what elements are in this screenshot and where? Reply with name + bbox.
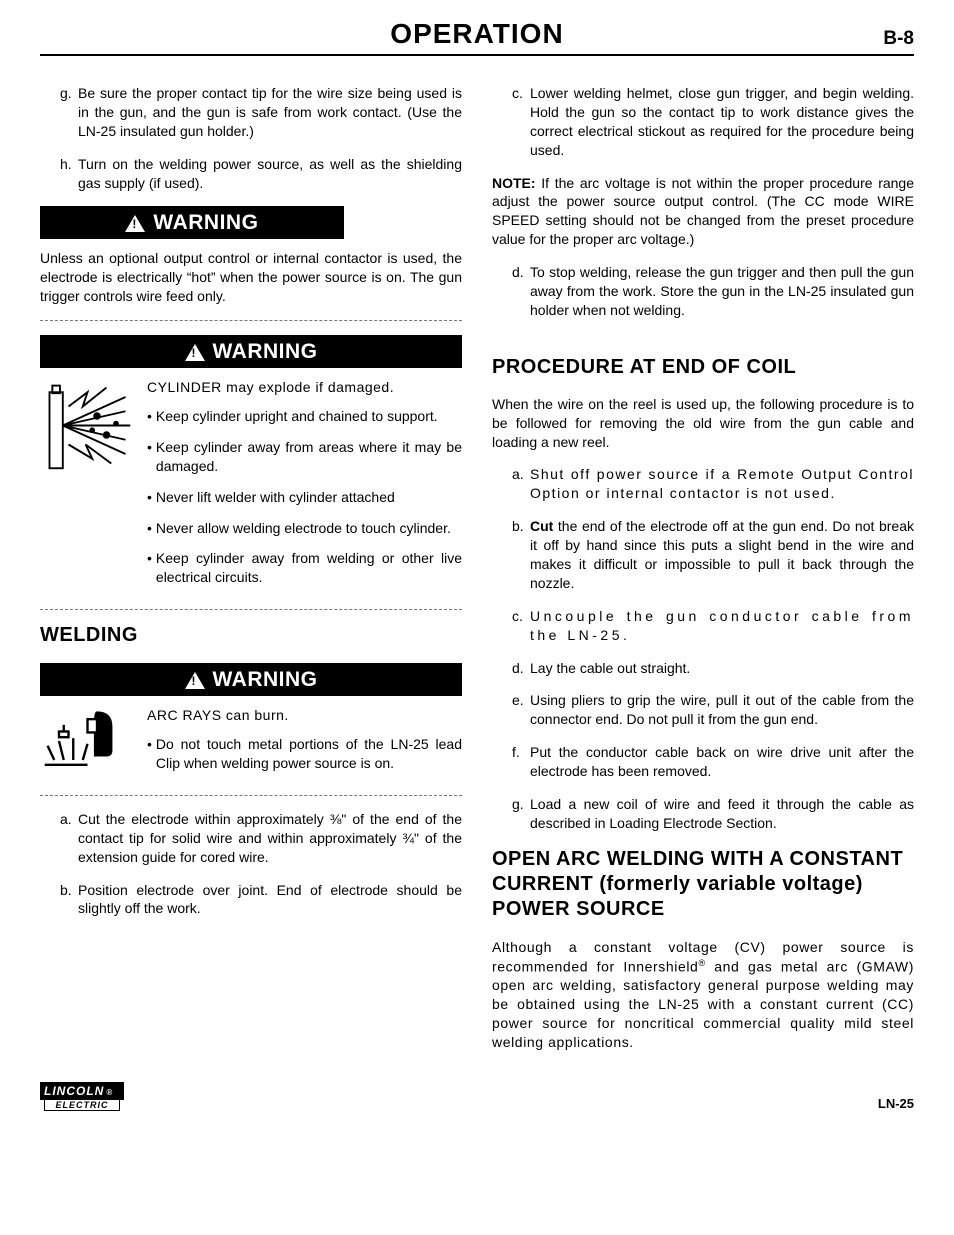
logo-top-text: LINCOLN: [44, 1084, 104, 1098]
list-item: g.Be sure the proper contact tip for the…: [40, 84, 462, 141]
logo-registered: ®: [106, 1088, 113, 1097]
list-item: h.Turn on the welding power source, as w…: [40, 155, 462, 193]
note-lead: NOTE:: [492, 175, 536, 191]
cylinder-bullet: •Never allow welding electrode to touch …: [147, 519, 462, 538]
list-item: b.Cut the end of the electrode off at th…: [492, 517, 914, 593]
item-label: b.: [512, 517, 530, 593]
exploding-cylinder-icon: [40, 378, 135, 473]
item-text: Shut off power source if a Remote Output…: [530, 465, 914, 503]
bullet-text: Keep cylinder away from areas where it m…: [156, 438, 462, 476]
bullet-text: Never lift welder with cylinder attached: [156, 488, 462, 507]
item-label: e.: [512, 691, 530, 729]
item-text: To stop welding, release the gun trigger…: [530, 263, 914, 320]
cylinder-bullet: •Keep cylinder away from welding or othe…: [147, 549, 462, 587]
item-label: a.: [512, 465, 530, 503]
procedure-heading: PROCEDURE AT END OF COIL: [492, 356, 914, 379]
item-text: Using pliers to grip the wire, pull it o…: [530, 691, 914, 729]
list-item: a.Cut the electrode within approximately…: [40, 810, 462, 867]
note-text: If the arc voltage is not within the pro…: [492, 175, 914, 248]
item-label: f.: [512, 743, 530, 781]
divider: [40, 609, 462, 610]
warning1-text: Unless an optional output control or int…: [40, 249, 462, 306]
warning-triangle-icon: [185, 344, 205, 361]
item-text: Load a new coil of wire and feed it thro…: [530, 795, 914, 833]
registered-icon: ®: [698, 958, 705, 968]
right-column: c. Lower welding helmet, close gun trigg…: [492, 84, 914, 1066]
item-text: Lay the cable out straight.: [530, 659, 914, 678]
bullet-text: Never allow welding electrode to touch c…: [156, 519, 462, 538]
warning-label: WARNING: [213, 668, 318, 692]
item-text: Lower welding helmet, close gun trigger,…: [530, 84, 914, 160]
procedure-intro: When the wire on the reel is used up, th…: [492, 395, 914, 452]
list-item: b.Position electrode over joint. End of …: [40, 881, 462, 919]
cylinder-warning-block: CYLINDER may explode if damaged. •Keep c…: [40, 378, 462, 599]
warning-label: WARNING: [213, 340, 318, 364]
item-text: Cut the end of the electrode off at the …: [530, 517, 914, 593]
arc-rays-icon: [40, 706, 135, 776]
warning-banner-3: WARNING: [40, 663, 462, 696]
openarc-heading: OPEN ARC WELDING WITH A CONSTANT CURRENT…: [492, 847, 914, 922]
cylinder-bullet: •Keep cylinder upright and chained to su…: [147, 407, 462, 426]
item-text: Uncouple the gun conductor cable from th…: [530, 607, 914, 645]
left-column: g.Be sure the proper contact tip for the…: [40, 84, 462, 1066]
list-item: a.Shut off power source if a Remote Outp…: [492, 465, 914, 503]
item-text: Cut the electrode within approximately ⅜…: [78, 810, 462, 867]
list-item: d. To stop welding, release the gun trig…: [492, 263, 914, 320]
divider: [40, 795, 462, 796]
cylinder-bullet: •Keep cylinder away from areas where it …: [147, 438, 462, 476]
item-label: h.: [60, 155, 78, 193]
list-item: c.Uncouple the gun conductor cable from …: [492, 607, 914, 645]
arc-warning-block: ARC RAYS can burn. • Do not touch metal …: [40, 706, 462, 785]
openarc-text: Although a constant voltage (CV) power s…: [492, 938, 914, 1052]
divider: [40, 320, 462, 321]
list-item: g.Load a new coil of wire and feed it th…: [492, 795, 914, 833]
arc-bullet: • Do not touch metal portions of the LN-…: [147, 735, 462, 773]
warning-triangle-icon: [125, 215, 145, 232]
warning-label: WARNING: [153, 211, 258, 235]
item-label: d.: [512, 263, 530, 320]
item-text: Be sure the proper contact tip for the w…: [78, 84, 462, 141]
item-label: a.: [60, 810, 78, 867]
item-text: Position electrode over joint. End of el…: [78, 881, 462, 919]
welding-heading: WELDING: [40, 624, 462, 647]
list-item: f.Put the conductor cable back on wire d…: [492, 743, 914, 781]
lincoln-electric-logo: LINCOLN ® ELECTRIC: [40, 1082, 124, 1111]
item-label: b.: [60, 881, 78, 919]
bullet-text: Keep cylinder away from welding or other…: [156, 549, 462, 587]
page-header: OPERATION B-8: [40, 18, 914, 56]
bullet-text: Keep cylinder upright and chained to sup…: [156, 407, 462, 426]
warning-banner-1: WARNING: [40, 206, 344, 239]
arc-lead: ARC RAYS can burn.: [147, 706, 462, 725]
page-number: B-8: [883, 28, 914, 50]
cylinder-lead: CYLINDER may explode if damaged.: [147, 378, 462, 397]
arc-bullet-text: Do not touch metal portions of the LN-25…: [156, 735, 462, 773]
model-number: LN-25: [878, 1096, 914, 1111]
item-label: c.: [512, 84, 530, 160]
list-item: d.Lay the cable out straight.: [492, 659, 914, 678]
item-label: g.: [60, 84, 78, 141]
warning-banner-2: WARNING: [40, 335, 462, 368]
two-column-layout: g.Be sure the proper contact tip for the…: [40, 84, 914, 1066]
list-item: c. Lower welding helmet, close gun trigg…: [492, 84, 914, 160]
page-footer: LINCOLN ® ELECTRIC LN-25: [40, 1082, 914, 1111]
warning-triangle-icon: [185, 672, 205, 689]
item-text: Turn on the welding power source, as wel…: [78, 155, 462, 193]
item-label: d.: [512, 659, 530, 678]
note-paragraph: NOTE: If the arc voltage is not within t…: [492, 174, 914, 250]
item-text: Put the conductor cable back on wire dri…: [530, 743, 914, 781]
list-item: e.Using pliers to grip the wire, pull it…: [492, 691, 914, 729]
logo-bottom-text: ELECTRIC: [44, 1100, 120, 1111]
item-label: c.: [512, 607, 530, 645]
page-title: OPERATION: [40, 18, 914, 50]
cylinder-bullet: •Never lift welder with cylinder attache…: [147, 488, 462, 507]
item-label: g.: [512, 795, 530, 833]
